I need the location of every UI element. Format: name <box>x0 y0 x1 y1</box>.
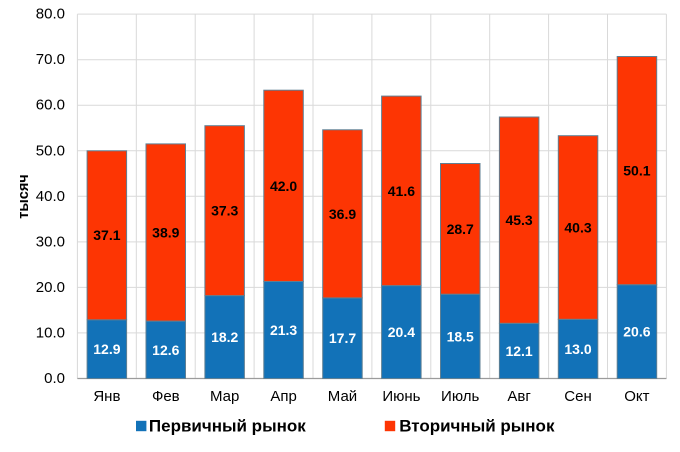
svg-text:40.0: 40.0 <box>36 188 65 205</box>
svg-text:0.0: 0.0 <box>44 370 65 387</box>
svg-text:Июль: Июль <box>441 388 479 405</box>
svg-text:Фев: Фев <box>152 388 180 405</box>
svg-text:70.0: 70.0 <box>36 51 65 68</box>
svg-text:12.6: 12.6 <box>152 342 179 358</box>
svg-text:20.0: 20.0 <box>36 279 65 296</box>
svg-text:37.1: 37.1 <box>93 227 120 243</box>
svg-text:тысяч: тысяч <box>16 174 32 218</box>
svg-text:37.3: 37.3 <box>211 203 238 219</box>
svg-text:38.9: 38.9 <box>152 225 179 241</box>
svg-text:30.0: 30.0 <box>36 233 65 250</box>
svg-text:12.1: 12.1 <box>505 343 532 359</box>
svg-text:18.5: 18.5 <box>447 328 474 344</box>
svg-text:50.0: 50.0 <box>36 142 65 159</box>
svg-text:42.0: 42.0 <box>270 178 297 194</box>
svg-text:Мар: Мар <box>210 388 239 405</box>
svg-text:Авг: Авг <box>507 388 531 405</box>
svg-text:36.9: 36.9 <box>329 206 356 222</box>
svg-text:20.6: 20.6 <box>623 324 650 340</box>
svg-text:17.7: 17.7 <box>329 330 356 346</box>
svg-text:28.7: 28.7 <box>447 221 474 237</box>
svg-text:Май: Май <box>328 388 357 405</box>
svg-text:Окт: Окт <box>624 388 649 405</box>
svg-text:60.0: 60.0 <box>36 97 65 114</box>
svg-text:45.3: 45.3 <box>505 212 532 228</box>
svg-text:18.2: 18.2 <box>211 329 238 345</box>
svg-text:Первичный рынок: Первичный рынок <box>149 416 306 435</box>
svg-text:80.0: 80.0 <box>36 6 65 23</box>
svg-text:50.1: 50.1 <box>623 163 650 179</box>
svg-text:10.0: 10.0 <box>36 324 65 341</box>
svg-text:40.3: 40.3 <box>564 220 591 236</box>
svg-text:21.3: 21.3 <box>270 322 297 338</box>
svg-text:Апр: Апр <box>270 388 296 405</box>
svg-text:Вторичный рынок: Вторичный рынок <box>399 416 555 435</box>
svg-text:Янв: Янв <box>93 388 120 405</box>
svg-text:Июнь: Июнь <box>382 388 420 405</box>
svg-text:12.9: 12.9 <box>93 341 120 357</box>
svg-text:41.6: 41.6 <box>388 183 415 199</box>
svg-text:13.0: 13.0 <box>564 341 591 357</box>
svg-text:Сен: Сен <box>564 388 591 405</box>
svg-text:20.4: 20.4 <box>388 324 415 340</box>
